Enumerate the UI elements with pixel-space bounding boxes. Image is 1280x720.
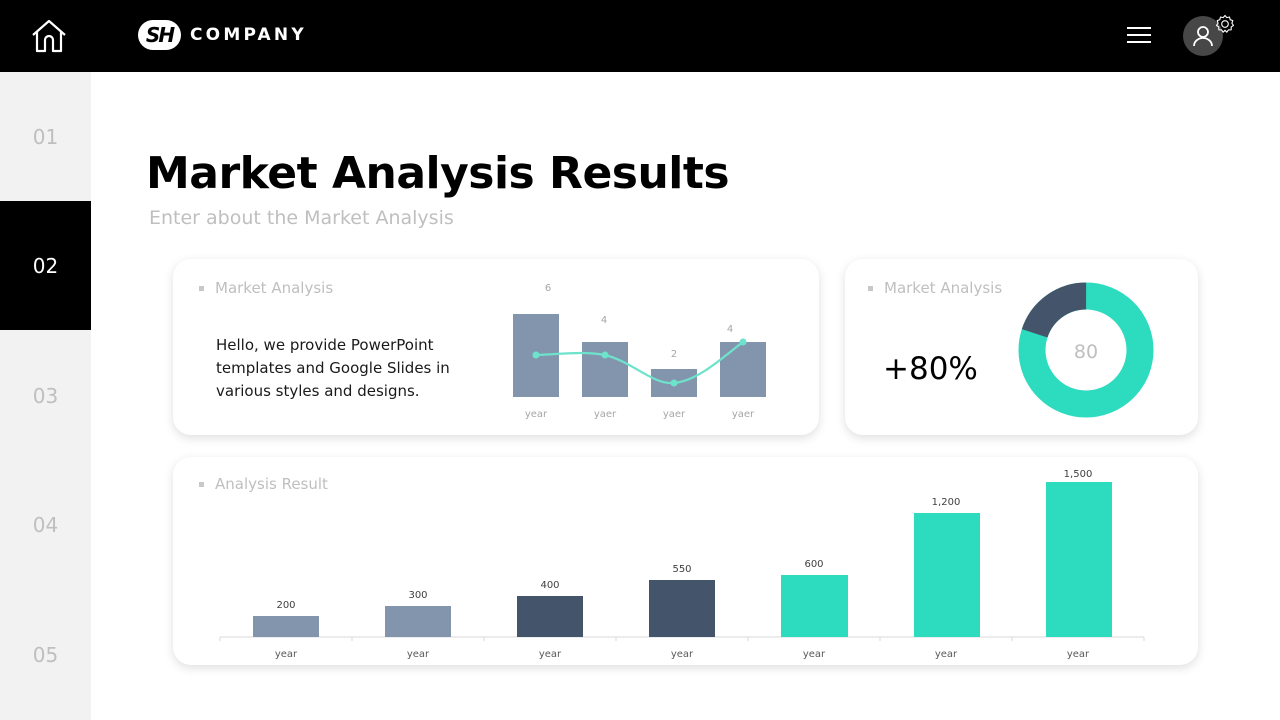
page-subtitle: Enter about the Market Analysis bbox=[149, 207, 454, 229]
card-label: Analysis Result bbox=[199, 475, 328, 493]
axis-label: yaer bbox=[732, 409, 755, 420]
axis-label: yaer bbox=[663, 409, 686, 420]
data-label: 400 bbox=[540, 580, 559, 591]
axis-label: year bbox=[803, 649, 826, 660]
sidebar-item-05[interactable]: 05 bbox=[32, 642, 59, 667]
sidebar: 01 02 03 04 05 bbox=[0, 72, 91, 720]
axis-label: year bbox=[671, 649, 694, 660]
card-label-text: Market Analysis bbox=[215, 279, 334, 297]
data-label: 550 bbox=[672, 564, 691, 575]
bullet-icon bbox=[199, 481, 204, 487]
axis-label: year bbox=[525, 409, 548, 420]
axis-label: year bbox=[407, 649, 430, 660]
bar bbox=[649, 580, 715, 637]
percentage-card: Market Analysis +80% 80 bbox=[845, 259, 1198, 435]
bar bbox=[385, 606, 451, 637]
top-bar: SH COMPANY bbox=[0, 0, 1280, 72]
data-label: 4 bbox=[601, 315, 607, 326]
donut-slice bbox=[1018, 282, 1154, 418]
logo-badge: SH bbox=[138, 20, 181, 50]
card-label-text: Market Analysis bbox=[884, 279, 1003, 297]
user-icon bbox=[1193, 26, 1213, 47]
bar bbox=[1046, 482, 1112, 637]
analysis-result-card: Analysis Result 200 300 400 550 600 1,20… bbox=[173, 457, 1198, 665]
axis-label: year bbox=[1067, 649, 1090, 660]
sidebar-item-04[interactable]: 04 bbox=[32, 512, 59, 537]
bar bbox=[582, 342, 628, 397]
card-label: Market Analysis bbox=[868, 279, 1002, 297]
combo-chart: 6 4 2 4 year yaer yaer yaer bbox=[513, 283, 766, 420]
sidebar-item-03[interactable]: 03 bbox=[32, 383, 59, 408]
menu-icon[interactable] bbox=[1127, 27, 1151, 45]
axis-label: year bbox=[275, 649, 298, 660]
card-label: Market Analysis bbox=[199, 279, 333, 297]
data-label: 2 bbox=[671, 349, 677, 360]
axis-label: year bbox=[539, 649, 562, 660]
company-logo[interactable]: SH COMPANY bbox=[138, 20, 307, 50]
data-label: 4 bbox=[727, 324, 733, 335]
data-label: 300 bbox=[408, 590, 427, 601]
axis-label: year bbox=[935, 649, 958, 660]
donut-chart: 80 bbox=[1018, 282, 1154, 418]
logo-text: COMPANY bbox=[190, 25, 307, 45]
data-label: 200 bbox=[276, 600, 295, 611]
data-label: 6 bbox=[545, 283, 551, 294]
bullet-icon bbox=[199, 285, 204, 291]
big-percentage: +80% bbox=[883, 351, 978, 387]
page-title: Market Analysis Results bbox=[146, 148, 730, 199]
data-label: 1,200 bbox=[932, 497, 961, 508]
trend-line bbox=[535, 341, 744, 385]
data-label: 600 bbox=[804, 559, 823, 570]
home-icon[interactable] bbox=[30, 18, 68, 54]
market-analysis-card: Market Analysis Hello, we provide PowerP… bbox=[173, 259, 819, 435]
bar bbox=[720, 342, 766, 397]
card-label-text: Analysis Result bbox=[215, 475, 328, 493]
avatar[interactable] bbox=[1183, 16, 1223, 56]
sidebar-item-01[interactable]: 01 bbox=[32, 124, 59, 149]
axis-label: yaer bbox=[594, 409, 617, 420]
data-label: 1,500 bbox=[1064, 469, 1093, 480]
bar bbox=[914, 513, 980, 637]
bar bbox=[781, 575, 848, 637]
bar bbox=[253, 616, 319, 637]
sidebar-item-02[interactable]: 02 bbox=[0, 201, 91, 330]
gear-icon[interactable] bbox=[1215, 14, 1235, 34]
card-description: Hello, we provide PowerPoint templates a… bbox=[216, 336, 450, 400]
donut-center-label: 80 bbox=[1074, 341, 1098, 363]
bar bbox=[517, 596, 583, 637]
bar-chart: 200 300 400 550 600 1,200 1,500 year yea… bbox=[219, 469, 1145, 660]
bullet-icon bbox=[868, 285, 873, 291]
